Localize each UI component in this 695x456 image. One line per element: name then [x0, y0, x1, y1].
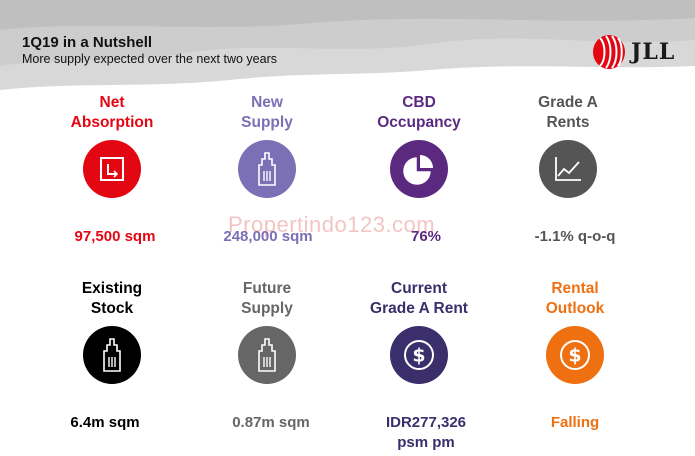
tile-current-grade-a-rent: Current Grade A Rent $: [344, 279, 494, 384]
tile-label: Net Absorption: [37, 93, 187, 133]
jll-logo-icon: [593, 35, 625, 69]
building-icon: [238, 140, 296, 198]
dollar-icon: $: [390, 326, 448, 384]
tile-value-existing-stock: 6.4m sqm: [70, 414, 140, 431]
tile-cbd-occupancy: CBD Occupancy: [344, 93, 494, 198]
svg-text:$: $: [568, 345, 581, 367]
tile-existing-stock: Existing Stock: [37, 279, 187, 384]
tile-label-line2: Rents: [546, 114, 590, 131]
tile-label-line2: Supply: [241, 300, 293, 317]
tile-label-line1: Current: [391, 280, 447, 297]
line-chart-icon: [539, 140, 597, 198]
tile-label-line2: Grade A Rent: [370, 300, 468, 317]
svg-text:$: $: [412, 345, 425, 367]
tile-label-line2: Supply: [241, 114, 293, 131]
tile-label: Grade A Rents: [493, 93, 643, 133]
tile-value-line1: IDR277,326: [385, 414, 467, 431]
tile-label: Existing Stock: [37, 279, 187, 319]
tile-label-line1: Existing: [81, 280, 143, 297]
tile-label-line2: Occupancy: [377, 114, 461, 131]
tile-label-line1: CBD: [402, 94, 436, 111]
tile-value-grade-a-rents: -1.1% q-o-q: [534, 228, 616, 245]
tile-value-future-supply: 0.87m sqm: [232, 414, 310, 431]
tile-label: CBD Occupancy: [344, 93, 494, 133]
tile-value-new-supply: 248,000 sqm: [223, 228, 313, 245]
tile-label-line1: Grade A: [538, 94, 598, 111]
tile-label-line2: Outlook: [545, 300, 605, 317]
tile-value-current-grade-a-rent: IDR277,326 psm pm: [341, 413, 511, 453]
tile-future-supply: Future Supply: [192, 279, 342, 384]
tile-label-line2: Absorption: [70, 114, 154, 131]
page-title: 1Q19 in a Nutshell: [22, 34, 153, 51]
jll-logo-text: JLL: [631, 39, 676, 65]
tile-label-line1: Net: [99, 94, 125, 111]
tile-new-supply: New Supply: [192, 93, 342, 198]
dollar-icon: $: [546, 326, 604, 384]
tile-label: Rental Outlook: [500, 279, 650, 319]
tile-value-line2: psm pm: [397, 434, 455, 451]
tile-value-cbd-occupancy: 76%: [410, 228, 442, 245]
pie-chart-icon: [390, 140, 448, 198]
jll-logo: JLL: [592, 34, 675, 70]
tile-value-rental-outlook: Falling: [550, 414, 600, 431]
tile-label-line2: Stock: [90, 300, 134, 317]
page-subtitle: More supply expected over the next two y…: [22, 52, 277, 66]
tile-value-net-absorption: 97,500 sqm: [74, 228, 156, 245]
header-brush-background: [0, 0, 695, 90]
tile-label-line1: New: [251, 94, 283, 111]
tile-label-line1: Future: [242, 280, 292, 297]
building-icon: [238, 326, 296, 384]
absorption-icon: [83, 140, 141, 198]
tile-label: Future Supply: [192, 279, 342, 319]
building-icon: [83, 326, 141, 384]
tile-label-line1: Rental: [551, 280, 599, 297]
tile-grade-a-rents: Grade A Rents: [493, 93, 643, 198]
tile-label: New Supply: [192, 93, 342, 133]
tile-rental-outlook: Rental Outlook $: [500, 279, 650, 384]
tile-label: Current Grade A Rent: [344, 279, 494, 319]
tile-net-absorption: Net Absorption: [37, 93, 187, 198]
watermark-text: Propertindo123.com: [228, 212, 436, 237]
